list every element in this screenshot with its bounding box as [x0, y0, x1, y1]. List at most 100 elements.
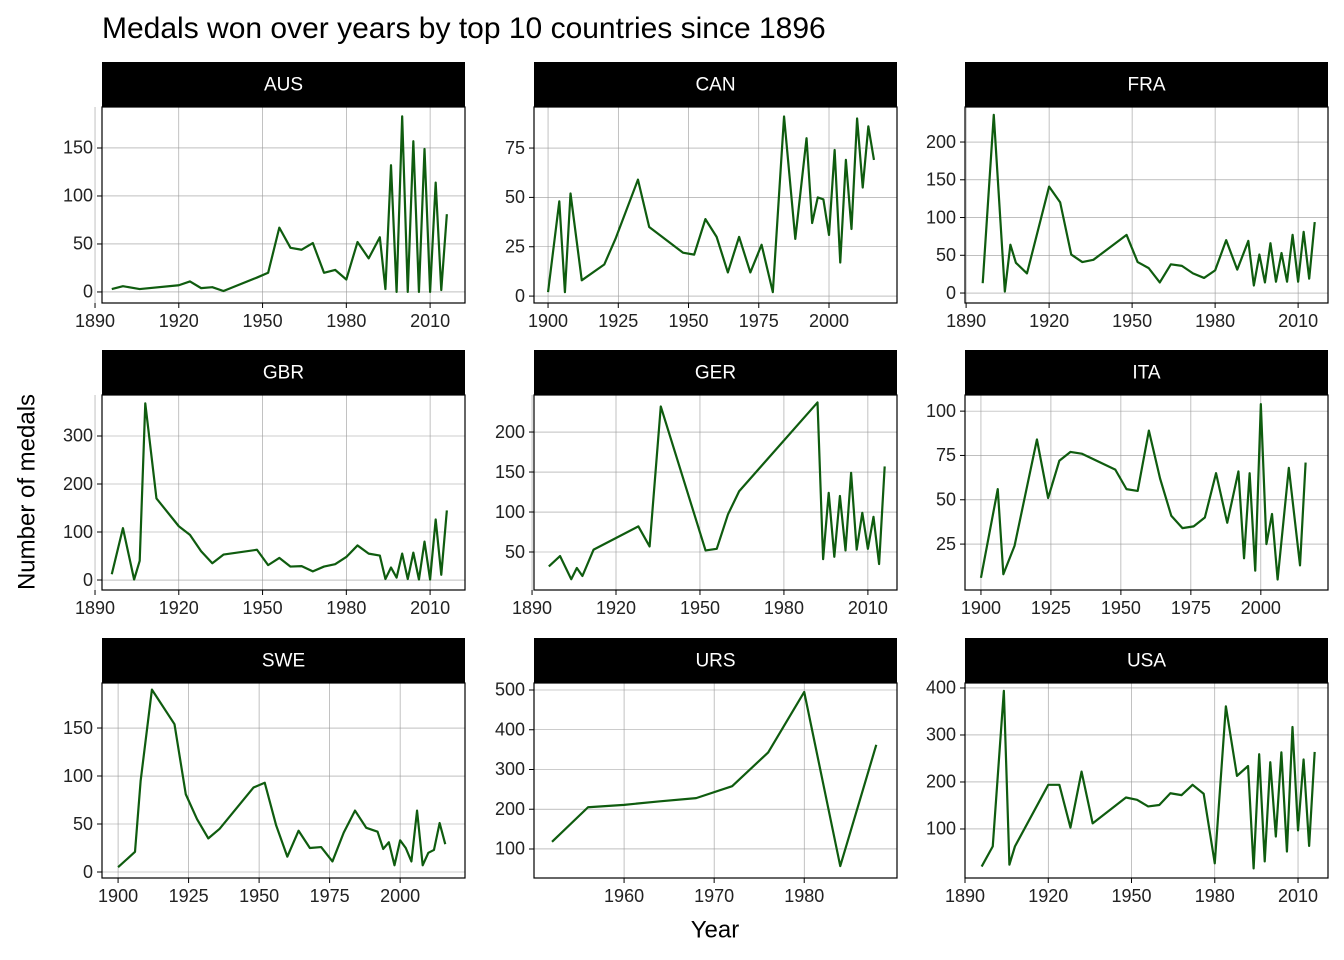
data-line — [548, 401, 886, 581]
strip — [965, 62, 1328, 107]
panel-background — [534, 395, 897, 590]
data-line — [981, 113, 1316, 293]
facet-panel: AUS 1890 1920 1950 1980 2010 0 50 100 150 — [63, 62, 466, 331]
y-tick-label: 75 — [936, 445, 956, 465]
x-tick-label: 1900 — [961, 598, 1001, 618]
x-tick-label: 1950 — [243, 311, 283, 331]
strip — [534, 62, 897, 107]
strip-label: ITA — [1132, 363, 1160, 384]
panel-background — [965, 107, 1328, 303]
x-tick-label: 1975 — [1171, 598, 1211, 618]
y-tick-label: 50 — [936, 490, 956, 510]
x-tick-label: 1950 — [680, 598, 720, 618]
y-tick-label: 75 — [505, 138, 525, 158]
y-tick-label: 100 — [63, 766, 93, 786]
y-tick-label: 100 — [926, 207, 956, 227]
x-tick-label: 1980 — [764, 598, 804, 618]
y-tick-label: 200 — [495, 422, 525, 442]
facet-panel: GBR 1890 1920 1950 1980 2010 0 100 200 300 — [63, 350, 466, 618]
panel-background — [102, 395, 465, 590]
strip-label: USA — [1127, 651, 1166, 672]
x-tick-label: 1980 — [326, 598, 366, 618]
facet-panel: URS 1960 1970 1980 100 200 300 400 500 — [495, 638, 898, 906]
panel-border — [964, 106, 1329, 304]
strip — [534, 638, 897, 683]
data-line — [546, 115, 876, 294]
x-tick-label: 1980 — [784, 886, 824, 906]
y-tick-label: 100 — [926, 401, 956, 421]
panel-border — [101, 394, 466, 591]
x-tick-label: 2010 — [410, 311, 450, 331]
x-tick-label: 1960 — [604, 886, 644, 906]
y-tick-label: 0 — [83, 282, 93, 302]
y-tick-label: 0 — [83, 570, 93, 590]
y-tick-label: 100 — [926, 819, 956, 839]
y-tick-label: 300 — [926, 725, 956, 745]
x-tick-label: 1920 — [1029, 311, 1069, 331]
strip-label: GER — [695, 363, 736, 384]
panel-background — [965, 395, 1328, 590]
x-tick-label: 1920 — [596, 598, 636, 618]
x-tick-label: 1980 — [326, 311, 366, 331]
y-tick-label: 50 — [73, 814, 93, 834]
strip-label: GBR — [263, 363, 304, 384]
y-tick-label: 150 — [495, 462, 525, 482]
x-tick-label: 1900 — [98, 886, 138, 906]
data-line — [110, 402, 448, 581]
y-axis-label: Number of medals — [13, 394, 40, 590]
panel-border — [533, 106, 898, 304]
x-tick-label: 1980 — [1195, 886, 1235, 906]
facet-panel: SWE 1900 1925 1950 1975 2000 0 50 100 150 — [63, 638, 466, 906]
x-tick-label: 1925 — [1031, 598, 1071, 618]
panel-border — [533, 682, 898, 879]
facet-panel: GER 1890 1920 1950 1980 2010 50 100 150 200 — [495, 350, 898, 618]
panel-background — [965, 683, 1328, 878]
x-tick-label: 1920 — [1028, 886, 1068, 906]
y-tick-label: 400 — [495, 719, 525, 739]
y-tick-label: 50 — [505, 542, 525, 562]
data-line — [551, 690, 878, 868]
strip — [534, 350, 897, 395]
y-tick-label: 150 — [63, 718, 93, 738]
y-tick-label: 25 — [505, 236, 525, 256]
data-line — [117, 688, 447, 869]
x-tick-label: 1900 — [528, 311, 568, 331]
x-tick-label: 1890 — [512, 598, 552, 618]
x-tick-label: 1925 — [169, 886, 209, 906]
data-line — [111, 115, 448, 294]
x-tick-label: 1950 — [243, 598, 283, 618]
y-tick-label: 150 — [926, 170, 956, 190]
strip — [102, 62, 465, 107]
strip — [965, 350, 1328, 395]
x-tick-label: 2010 — [1278, 886, 1318, 906]
x-tick-label: 2000 — [809, 311, 849, 331]
y-tick-label: 50 — [505, 187, 525, 207]
chart-title: Medals won over years by top 10 countrie… — [102, 12, 826, 45]
panel-border — [101, 106, 466, 304]
strip-label: SWE — [262, 651, 305, 672]
y-tick-label: 0 — [946, 283, 956, 303]
facet-panel: ITA 1900 1925 1950 1975 2000 25 50 75 100 — [926, 350, 1329, 618]
y-tick-label: 300 — [63, 426, 93, 446]
x-tick-label: 1950 — [1112, 311, 1152, 331]
x-tick-label: 1890 — [75, 311, 115, 331]
panel-border — [533, 394, 898, 591]
y-tick-label: 25 — [936, 534, 956, 554]
panel-border — [964, 682, 1329, 879]
strip-label: AUS — [264, 75, 303, 96]
x-tick-label: 1970 — [694, 886, 734, 906]
x-tick-label: 1920 — [159, 598, 199, 618]
y-tick-label: 300 — [495, 759, 525, 779]
x-tick-label: 1975 — [310, 886, 350, 906]
panel-border — [101, 682, 466, 879]
y-tick-label: 200 — [63, 474, 93, 494]
y-tick-label: 50 — [73, 234, 93, 254]
x-tick-label: 2000 — [1241, 598, 1281, 618]
y-tick-label: 100 — [63, 522, 93, 542]
x-tick-label: 1890 — [945, 886, 985, 906]
x-tick-label: 1925 — [598, 311, 638, 331]
x-tick-label: 1950 — [669, 311, 709, 331]
x-tick-label: 1950 — [1111, 886, 1151, 906]
strip-label: URS — [695, 651, 735, 672]
